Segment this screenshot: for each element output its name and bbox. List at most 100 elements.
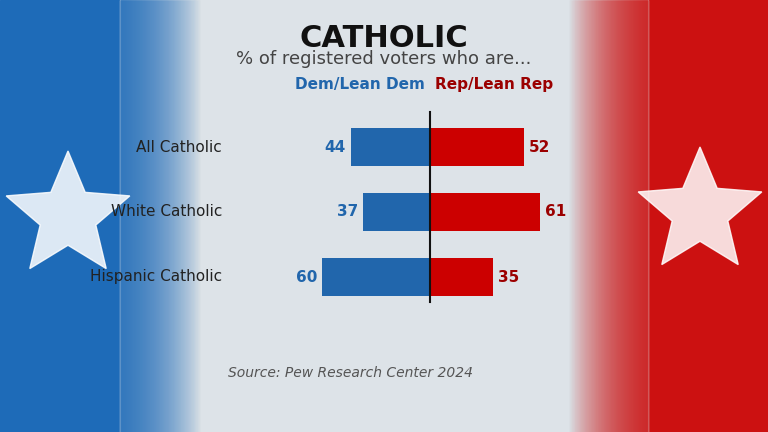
Bar [603, 0, 604, 432]
Bar [597, 0, 598, 432]
Bar [163, 0, 164, 432]
Bar [633, 0, 634, 432]
Bar [570, 0, 571, 432]
Bar [123, 0, 124, 432]
Bar [644, 0, 645, 432]
Bar [171, 0, 172, 432]
Bar [609, 0, 610, 432]
Bar [569, 0, 570, 432]
Bar [140, 0, 141, 432]
Bar [130, 0, 131, 432]
Bar [610, 0, 611, 432]
Bar [164, 0, 165, 432]
Bar [608, 0, 609, 432]
Bar [593, 0, 594, 432]
Text: Source: Pew Research Center 2024: Source: Pew Research Center 2024 [227, 366, 472, 380]
Bar [144, 0, 145, 432]
Bar [606, 0, 607, 432]
Bar [599, 0, 600, 432]
Bar [185, 0, 186, 432]
Bar [173, 0, 174, 432]
Bar [146, 0, 147, 432]
Bar [145, 0, 146, 432]
Bar [125, 0, 126, 432]
Bar [197, 0, 198, 432]
Bar [141, 0, 142, 432]
Bar [135, 0, 136, 432]
Bar [572, 0, 573, 432]
Bar [120, 0, 121, 432]
Bar [594, 0, 595, 432]
Bar [159, 0, 160, 432]
Bar [181, 0, 182, 432]
Bar [619, 0, 620, 432]
Text: White Catholic: White Catholic [111, 204, 222, 219]
Bar [190, 0, 191, 432]
Bar [430, 128, 524, 166]
Bar [596, 0, 597, 432]
Bar [198, 0, 199, 432]
Bar [579, 0, 580, 432]
Bar [172, 0, 173, 432]
Bar [176, 0, 177, 432]
Bar [592, 0, 593, 432]
Bar [612, 0, 613, 432]
Bar [626, 0, 627, 432]
Bar [620, 0, 621, 432]
Bar [136, 0, 137, 432]
Bar [634, 0, 635, 432]
Bar [643, 0, 644, 432]
Bar [646, 0, 647, 432]
Bar [151, 0, 152, 432]
Bar [199, 0, 200, 432]
Bar [188, 0, 189, 432]
Bar [184, 0, 185, 432]
Bar [629, 0, 630, 432]
Bar [584, 0, 585, 432]
Text: CATHOLIC: CATHOLIC [300, 24, 468, 53]
Bar [161, 0, 162, 432]
Bar [148, 0, 149, 432]
Bar [194, 0, 195, 432]
Bar [155, 0, 156, 432]
Bar [137, 0, 138, 432]
Text: Rep/Lean Rep: Rep/Lean Rep [435, 77, 553, 92]
Bar [175, 0, 176, 432]
Bar [621, 0, 622, 432]
Bar [616, 0, 617, 432]
Bar [157, 0, 158, 432]
Bar [568, 0, 569, 432]
Bar [595, 0, 596, 432]
Bar [590, 0, 591, 432]
Bar [601, 0, 602, 432]
Bar [363, 193, 430, 231]
Bar [196, 0, 197, 432]
Bar [622, 0, 623, 432]
Bar [147, 0, 148, 432]
Bar [166, 0, 167, 432]
Bar [630, 0, 631, 432]
Bar [591, 0, 592, 432]
Bar [602, 0, 603, 432]
Bar [132, 0, 133, 432]
Bar [614, 0, 615, 432]
Bar [587, 0, 588, 432]
Text: Dem/Lean Dem: Dem/Lean Dem [295, 77, 425, 92]
Bar [195, 0, 196, 432]
Bar [574, 0, 575, 432]
Bar [636, 0, 637, 432]
Bar [589, 0, 590, 432]
Bar [430, 258, 493, 296]
Bar [631, 0, 632, 432]
Bar [625, 0, 626, 432]
Bar [623, 0, 624, 432]
Text: % of registered voters who are...: % of registered voters who are... [237, 50, 531, 68]
Bar [604, 0, 605, 432]
Bar [153, 0, 154, 432]
Bar [129, 0, 130, 432]
Bar [174, 0, 175, 432]
Bar [578, 0, 579, 432]
Bar [642, 0, 643, 432]
Bar [582, 0, 583, 432]
Bar [120, 0, 648, 432]
